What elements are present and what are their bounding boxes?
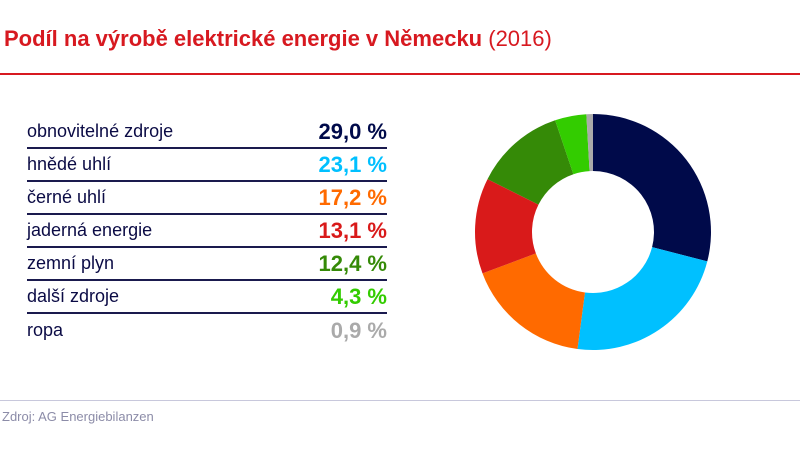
donut-slice (482, 253, 585, 349)
legend-value: 17,2 % (318, 184, 388, 210)
legend-value: 0,9 % (330, 317, 387, 343)
legend-value: 29,0 % (318, 118, 388, 144)
legend-row: další zdroje 4,3 % (27, 281, 387, 314)
donut-slice (577, 247, 708, 350)
donut-slice (593, 114, 711, 262)
legend-row: obnovitelné zdroje 29,0 % (27, 116, 387, 149)
legend-value: 12,4 % (318, 250, 388, 276)
donut-slice (555, 114, 590, 175)
legend-label: ropa (27, 320, 64, 340)
donut-slice (487, 120, 574, 205)
donut-chart (475, 114, 711, 350)
legend-table: obnovitelné zdroje 29,0 % hnědé uhlí 23,1 %… (27, 116, 387, 347)
legend-value: 4,3 % (330, 283, 387, 309)
title-divider (0, 73, 800, 75)
legend-row: ropa 0,9 % (27, 314, 387, 347)
legend-value: 23,1 % (318, 151, 388, 177)
legend-row: černé uhlí 17,2 % (27, 182, 387, 215)
footer-divider (0, 400, 800, 401)
legend-label: další zdroje (27, 286, 120, 306)
donut-slice (586, 114, 593, 172)
legend-row: hnědé uhlí 23,1 % (27, 149, 387, 182)
legend-row: jaderná energie 13,1 % (27, 215, 387, 248)
legend-label: hnědé uhlí (27, 154, 112, 174)
legend-label: obnovitelné zdroje (27, 121, 174, 141)
chart-title: Podíl na výrobě elektrické energie v Něm… (4, 26, 552, 52)
legend-row: zemní plyn 12,4 % (27, 248, 387, 281)
legend-label: černé uhlí (27, 187, 107, 207)
donut-slice (475, 179, 539, 274)
title-main: Podíl na výrobě elektrické energie v Něm… (4, 26, 483, 51)
source-note: Zdroj: AG Energiebilanzen (2, 409, 154, 424)
title-year: (2016) (488, 26, 552, 51)
legend-value: 13,1 % (318, 217, 388, 243)
legend-label: jaderná energie (27, 220, 153, 240)
legend-label: zemní plyn (27, 253, 115, 273)
